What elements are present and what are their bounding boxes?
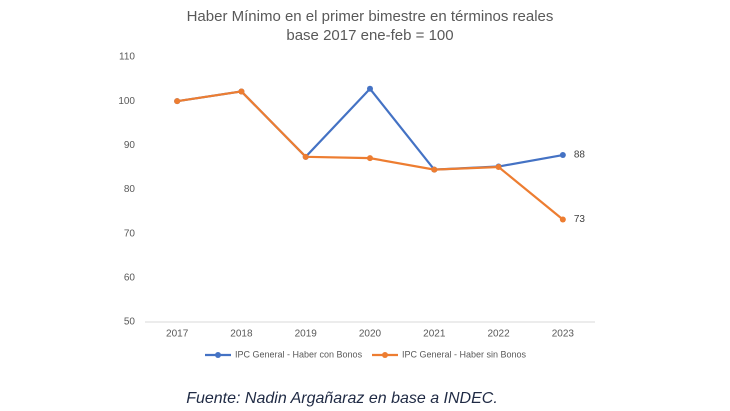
data-point — [495, 163, 502, 170]
data-label: 88 — [574, 150, 586, 161]
x-tick-label: 2020 — [359, 329, 382, 340]
x-tick-label: 2023 — [552, 329, 575, 340]
legend-label: IPC General - Haber con Bonos — [235, 349, 363, 359]
x-tick-label: 2017 — [166, 329, 189, 340]
legend-label: IPC General - Haber sin Bonos — [402, 349, 527, 359]
x-tick-label: 2018 — [230, 329, 253, 340]
source-note: Fuente: Nadin Argañaraz en base a INDEC. — [186, 390, 498, 407]
data-point — [238, 88, 245, 95]
y-tick-label: 100 — [118, 96, 135, 107]
data-point — [367, 85, 373, 92]
data-label: 73 — [574, 214, 586, 225]
data-point — [559, 216, 566, 223]
data-point — [559, 152, 566, 159]
legend-marker — [382, 352, 388, 358]
data-point — [431, 166, 438, 173]
y-tick-label: 50 — [124, 317, 136, 328]
legend-marker — [215, 352, 221, 358]
y-tick-label: 110 — [119, 52, 135, 63]
x-tick-label: 2019 — [295, 329, 318, 340]
y-tick-label: 90 — [124, 140, 136, 151]
y-tick-label: 80 — [124, 184, 136, 195]
x-tick-label: 2022 — [487, 329, 510, 340]
chart-title: Haber Mínimo en el primer bimestre en té… — [187, 8, 554, 25]
data-point — [367, 155, 373, 162]
data-point — [302, 153, 309, 160]
y-tick-label: 70 — [124, 228, 136, 239]
y-tick-label: 60 — [124, 272, 136, 283]
data-point — [174, 98, 181, 105]
chart-subtitle: base 2017 ene-feb = 100 — [286, 27, 453, 44]
x-tick-label: 2021 — [423, 329, 446, 340]
